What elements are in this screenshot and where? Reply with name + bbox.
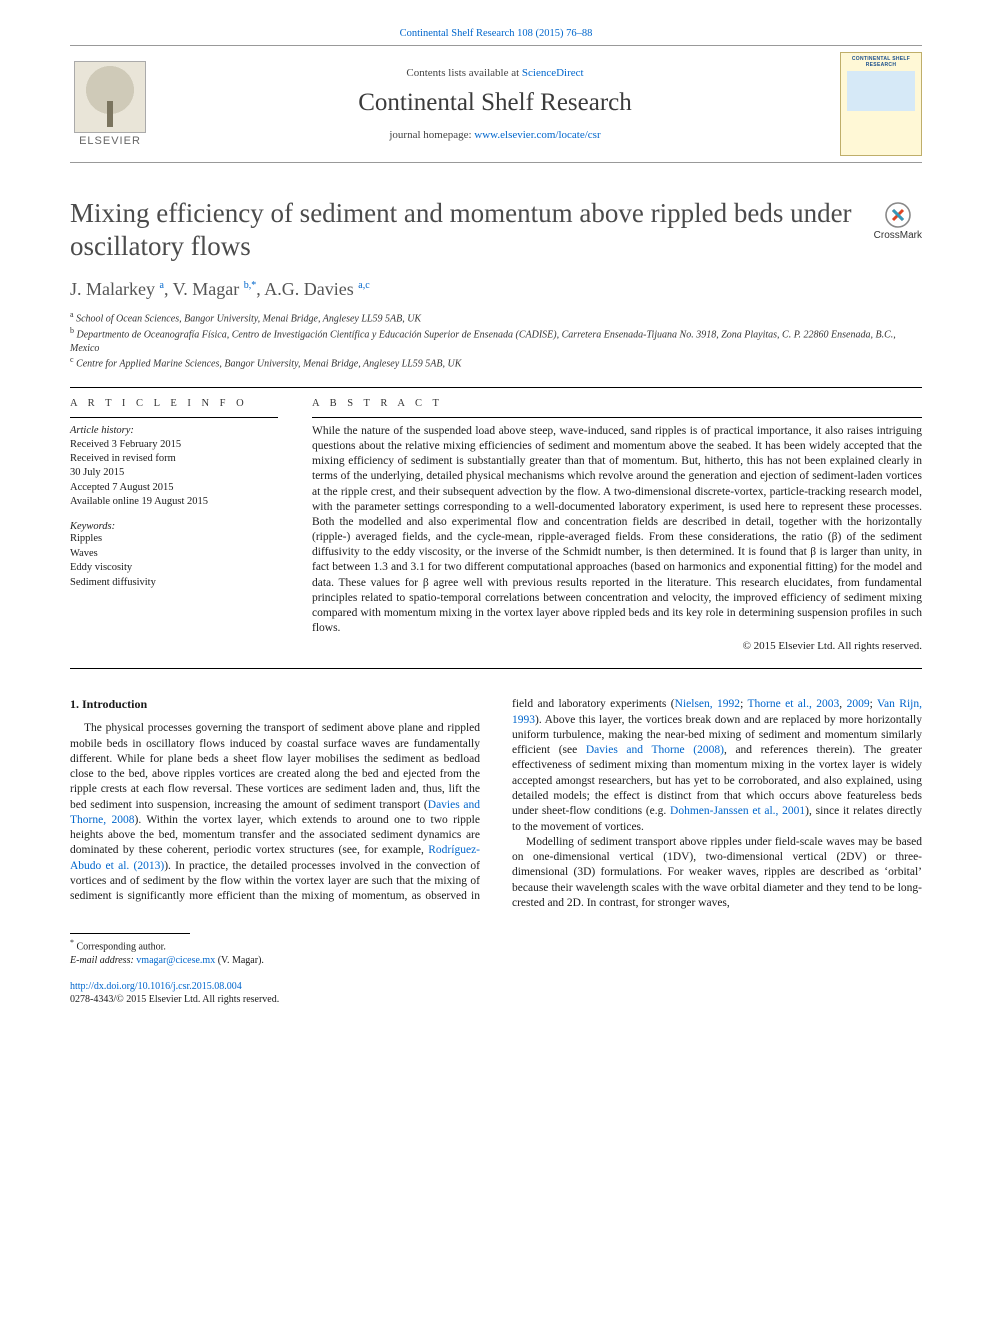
email-person: (V. Magar).	[215, 955, 264, 966]
article-info-heading: A R T I C L E I N F O	[70, 398, 278, 409]
abstract-rule	[312, 417, 922, 418]
author-3-affil[interactable]: a,c	[358, 280, 369, 291]
footnotes: * Corresponding author. E-mail address: …	[70, 938, 922, 967]
footnote-rule	[70, 933, 190, 934]
p2-sep3: ;	[870, 698, 877, 710]
section-number: 1.	[70, 697, 79, 711]
history-line-1: Received in revised form	[70, 453, 176, 464]
journal-name: Continental Shelf Research	[164, 89, 826, 117]
email-line: E-mail address: vmagar@cicese.mx (V. Mag…	[70, 954, 922, 968]
sciencedirect-link[interactable]: ScienceDirect	[522, 67, 584, 79]
crossmark-label: CrossMark	[874, 230, 922, 241]
p2-sep2: ,	[839, 698, 846, 710]
divider-top	[70, 387, 922, 388]
homepage-prefix: journal homepage:	[389, 129, 474, 141]
email-link[interactable]: vmagar@cicese.mx	[136, 955, 215, 966]
abstract: A B S T R A C T While the nature of the …	[312, 398, 922, 652]
article-info: A R T I C L E I N F O Article history: R…	[70, 398, 278, 652]
history-line-3: Accepted 7 August 2015	[70, 482, 174, 493]
journal-header: ELSEVIER Contents lists available at Sci…	[70, 45, 922, 163]
affil-key-a: a	[70, 310, 74, 319]
affil-key-c: c	[70, 355, 74, 364]
keyword-0: Ripples	[70, 533, 102, 544]
history-line-2: 30 July 2015	[70, 467, 124, 478]
keyword-2: Eddy viscosity	[70, 562, 132, 573]
history-label: Article history:	[70, 425, 134, 436]
abstract-text: While the nature of the suspended load a…	[312, 424, 922, 636]
author-1: J. Malarkey	[70, 279, 155, 299]
email-label: E-mail address:	[70, 955, 136, 966]
section-heading-1: 1. Introduction	[70, 697, 480, 713]
citation-link[interactable]: Continental Shelf Research 108 (2015) 76…	[400, 28, 593, 39]
author-2: V. Magar	[173, 279, 240, 299]
history-line-4: Available online 19 August 2015	[70, 496, 208, 507]
affiliation-c: c Centre for Applied Marine Sciences, Ba…	[70, 355, 922, 371]
journal-cover-thumb: CONTINENTAL SHELF RESEARCH	[840, 52, 922, 156]
paragraph-3: Modelling of sediment transport above ri…	[512, 835, 922, 911]
abstract-copyright: © 2015 Elsevier Ltd. All rights reserved…	[312, 640, 922, 652]
elsevier-tree-icon	[74, 61, 146, 133]
ref-link-davies-thorne-2008b[interactable]: Davies and Thorne (2008)	[586, 744, 724, 756]
author-3: A.G. Davies	[264, 279, 353, 299]
affiliation-a: a School of Ocean Sciences, Bangor Unive…	[70, 310, 922, 326]
keyword-3: Sediment diffusivity	[70, 577, 156, 588]
article-body: 1. Introduction The physical processes g…	[70, 697, 922, 911]
divider-bottom	[70, 668, 922, 669]
citation-line: Continental Shelf Research 108 (2015) 76…	[70, 28, 922, 39]
corresponding-text: Corresponding author.	[77, 942, 166, 953]
journal-homepage-link[interactable]: www.elsevier.com/locate/csr	[474, 129, 600, 141]
header-center: Contents lists available at ScienceDirec…	[164, 52, 826, 156]
lists-available-line: Contents lists available at ScienceDirec…	[164, 67, 826, 79]
p1-text-a: The physical processes governing the tra…	[70, 722, 480, 810]
author-2-affil[interactable]: b,*	[244, 280, 257, 291]
ref-link-nielsen-1992[interactable]: Nielsen, 1992	[675, 698, 740, 710]
ref-link-dohmen-janssen-2001[interactable]: Dohmen-Janssen et al., 2001	[670, 805, 805, 817]
issn-copyright: 0278-4343/© 2015 Elsevier Ltd. All right…	[70, 994, 279, 1005]
publisher-logo: ELSEVIER	[70, 52, 150, 156]
lists-prefix: Contents lists available at	[406, 67, 521, 79]
publisher-brand: ELSEVIER	[79, 135, 141, 147]
keyword-1: Waves	[70, 548, 98, 559]
ref-link-thorne-2009[interactable]: 2009	[847, 698, 870, 710]
author-1-affil[interactable]: a	[159, 280, 163, 291]
authors-line: J. Malarkey a, V. Magar b,*, A.G. Davies…	[70, 279, 922, 300]
affiliation-b: b Departmento de Oceanografía Física, Ce…	[70, 326, 922, 355]
affil-text-c: Centre for Applied Marine Sciences, Bang…	[76, 358, 461, 369]
crossmark-icon	[884, 201, 912, 229]
crossmark-badge[interactable]: CrossMark	[874, 201, 922, 241]
journal-homepage-line: journal homepage: www.elsevier.com/locat…	[164, 129, 826, 141]
cover-title: CONTINENTAL SHELF RESEARCH	[841, 56, 921, 68]
affil-text-b: Departmento de Oceanografía Física, Cent…	[70, 329, 896, 354]
page-footer: http://dx.doi.org/10.1016/j.csr.2015.08.…	[70, 980, 922, 1006]
asterisk-icon: *	[70, 938, 74, 947]
section-title: Introduction	[82, 697, 147, 711]
ref-link-thorne-2003[interactable]: Thorne et al., 2003	[747, 698, 839, 710]
corresponding-author-note: * Corresponding author.	[70, 938, 922, 954]
affiliations: a School of Ocean Sciences, Bangor Unive…	[70, 310, 922, 371]
affil-key-b: b	[70, 326, 74, 335]
abstract-heading: A B S T R A C T	[312, 398, 922, 409]
keywords-label: Keywords:	[70, 521, 278, 532]
info-rule	[70, 417, 278, 418]
keywords-list: Ripples Waves Eddy viscosity Sediment di…	[70, 532, 278, 591]
history-line-0: Received 3 February 2015	[70, 439, 181, 450]
affil-text-a: School of Ocean Sciences, Bangor Univers…	[76, 313, 421, 324]
article-title: Mixing efficiency of sediment and moment…	[70, 197, 862, 263]
doi-link[interactable]: http://dx.doi.org/10.1016/j.csr.2015.08.…	[70, 981, 242, 992]
